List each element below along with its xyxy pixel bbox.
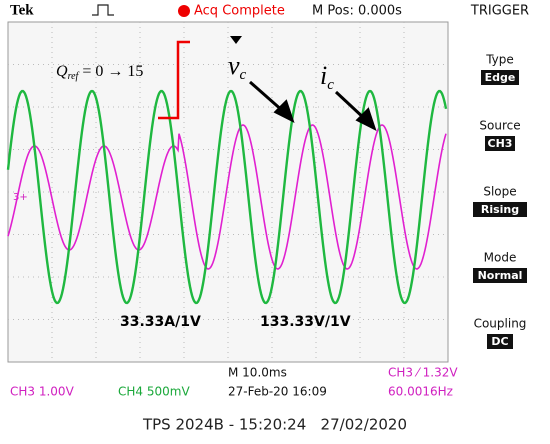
menu-label: Source [479, 119, 520, 133]
menu-label: Type [485, 53, 514, 67]
q-ref-label: Qref = 0 → 15 [56, 63, 143, 83]
step-indicator [158, 40, 190, 120]
ch4-waveform [6, 89, 448, 305]
trigger-marker [230, 36, 242, 44]
waveforms [6, 89, 448, 305]
i-symbol: i [320, 61, 327, 90]
vc-arrow [249, 80, 285, 114]
q-subscript: ref [68, 71, 80, 82]
arrows [249, 80, 377, 131]
ch3-scale: CH3 1.00V [10, 385, 75, 399]
menu-value: Rising [481, 203, 519, 216]
menu-value: Normal [478, 269, 523, 282]
position: M Pos: 0.000s [312, 4, 402, 19]
date-time: 27-Feb-20 16:09 [228, 385, 327, 399]
menu-value-box [485, 136, 515, 151]
i-subscript: c [327, 77, 334, 93]
graticule [8, 22, 448, 362]
timebase: M 10.0ms [228, 366, 287, 380]
ch4-scale: CH4 500mV [118, 385, 190, 399]
menu-value: DC [491, 335, 508, 348]
menu-value-box [473, 202, 527, 217]
menu-label: Coupling [474, 317, 527, 331]
ic-arrowhead [355, 107, 377, 131]
ch3-waveform [7, 124, 447, 270]
run-indicator [178, 5, 190, 17]
menu-title: TRIGGER [470, 4, 529, 19]
side-menu: Type Edge Source CH3 Slope Rising Mode Normal Co… [473, 53, 527, 349]
acq-status: Acq Complete [194, 4, 285, 19]
menu-value-box [487, 334, 513, 349]
ch3-marker: 3+ [13, 192, 28, 203]
current-scale: 33.33A/1V [120, 314, 201, 330]
menu-value-box [473, 268, 527, 283]
vc-arrowhead [273, 99, 295, 123]
frequency: 60.0016Hz [388, 385, 453, 399]
menu-value: Edge [485, 71, 516, 84]
vc-label: vc [228, 51, 247, 83]
pulse-icon [92, 4, 114, 16]
trigger-level: CH3 ⁄ 1.32V [388, 366, 458, 380]
menu-label: Slope [483, 185, 516, 199]
menu-value-box [481, 70, 519, 85]
v-subscript: c [240, 67, 247, 83]
brand: Tek [10, 2, 34, 18]
menu-value: CH3 [488, 137, 513, 150]
ic-label: ic [320, 61, 334, 93]
menu-label: Mode [484, 251, 517, 265]
q-symbol: Q [56, 63, 68, 80]
voltage-scale: 133.33V/1V [260, 314, 351, 330]
q-text: = 0 → 15 [82, 63, 143, 80]
caption: TPS 2024B - 15:20:24 27/02/2020 [142, 416, 407, 434]
v-symbol: v [228, 51, 240, 80]
